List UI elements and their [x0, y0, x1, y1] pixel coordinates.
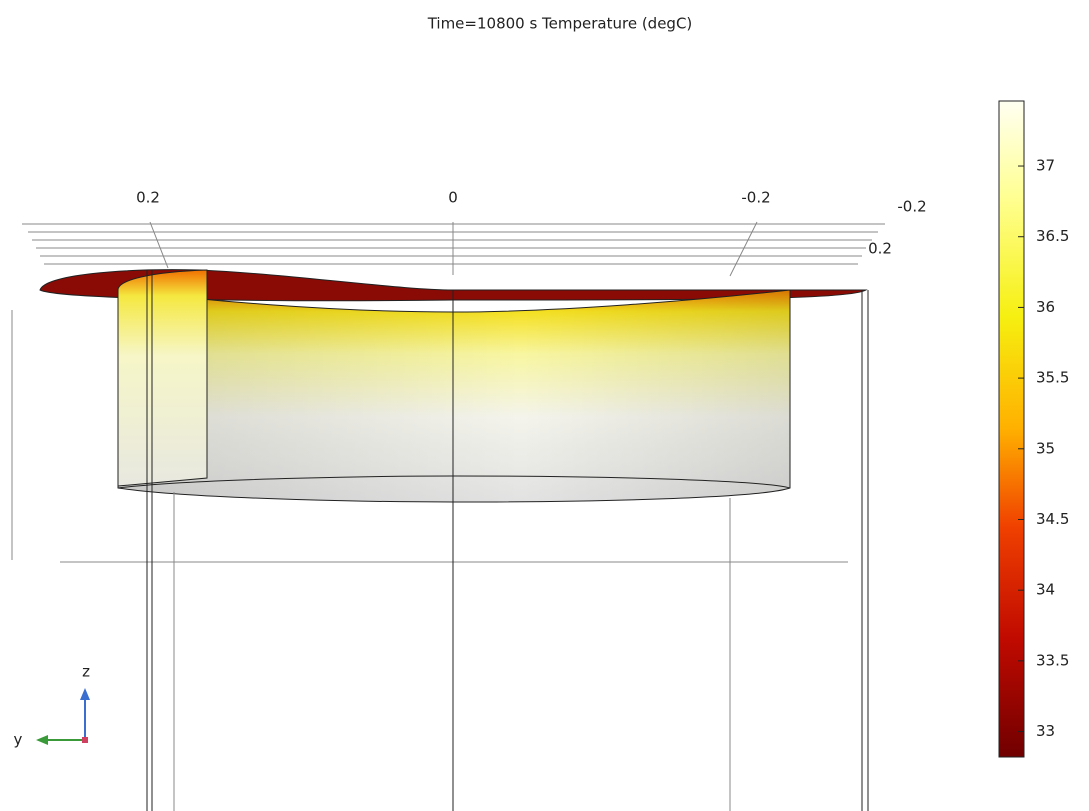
colorbar-tick-label: 37 [1036, 157, 1055, 175]
colorbar-tick-label: 36 [1036, 298, 1055, 316]
axis-label: -0.2 [741, 189, 770, 207]
axis-label: -0.2 [897, 198, 926, 216]
plot-title: Time=10800 s Temperature (degC) [427, 15, 693, 33]
axis-triad [36, 688, 90, 745]
triad-label: y [14, 731, 23, 749]
axis-label: 0.2 [868, 240, 892, 258]
axis-label: 0.2 [136, 189, 160, 207]
geometry [39, 269, 869, 811]
colorbar-tick-label: 33 [1036, 722, 1055, 740]
axis-label: 0 [448, 189, 458, 207]
triad-label: z [82, 663, 90, 681]
colorbar-tick-label: 36.5 [1036, 227, 1069, 245]
colorbar-tick-label: 35 [1036, 439, 1055, 457]
colorbar [998, 100, 1025, 758]
colorbar-ticks: 33 33.5 34 34.5 35 35.5 36 36.5 37 [1018, 157, 1069, 740]
colorbar-tick-label: 33.5 [1036, 651, 1069, 669]
colorbar-tick-label: 35.5 [1036, 369, 1069, 387]
colorbar-tick-label: 34 [1036, 581, 1055, 599]
colorbar-tick-label: 34.5 [1036, 510, 1069, 528]
axis-box [11, 221, 885, 563]
